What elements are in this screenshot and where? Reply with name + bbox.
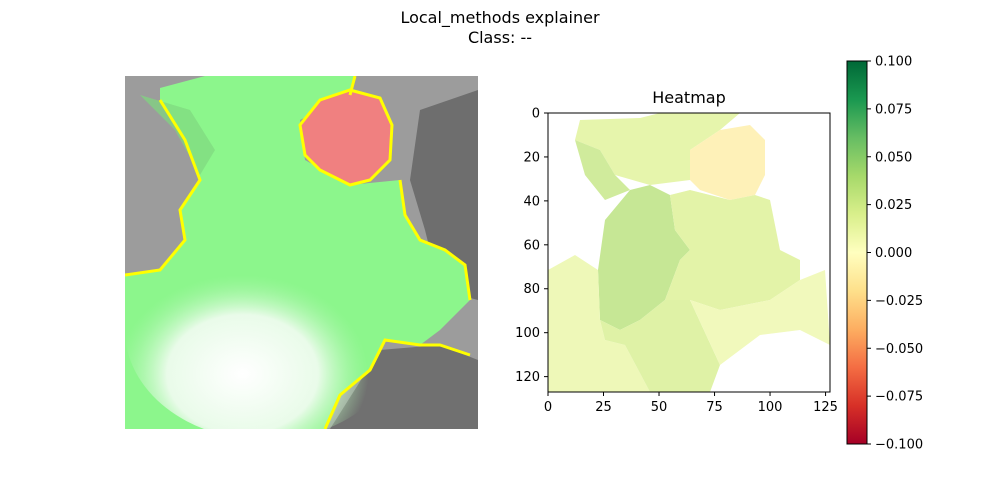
x-tick-label: 125	[813, 400, 838, 415]
y-tick-label: 40	[523, 194, 540, 209]
white-face-highlight	[125, 220, 405, 429]
colorbar-tick-label: 0.025	[875, 198, 912, 213]
heatmap-x-axis: 0 25 50 75 100 125	[544, 392, 838, 415]
x-tick-label: 25	[595, 400, 612, 415]
colorbar-tick-label: −0.075	[875, 390, 923, 405]
lower-left-region	[548, 255, 650, 392]
colorbar-tick-label: 0.000	[875, 246, 912, 261]
y-tick-label: 80	[523, 282, 540, 297]
right-ear-region	[690, 125, 765, 200]
colorbar-tick-label: −0.100	[875, 438, 923, 453]
colorbar-axis: 0.100 0.075 0.050 0.025 0.000 −0.025 −0.050 −0.…	[867, 55, 923, 453]
negative-region	[300, 90, 392, 185]
y-tick-label: 20	[523, 150, 540, 165]
dark-cat-lower-shape	[330, 345, 478, 429]
left-ear-region	[575, 140, 630, 200]
colorbar: 0.100 0.075 0.050 0.025 0.000 −0.025 −0.050 −0.…	[846, 55, 923, 453]
x-tick-label: 100	[758, 400, 783, 415]
x-tick-label: 0	[544, 400, 552, 415]
lower-right-region	[690, 270, 830, 365]
x-tick-label: 75	[706, 400, 723, 415]
right-region	[665, 190, 800, 310]
heatmap-panel: Heatmap 0 25 50 75 100 125 0 20 40 60 80 100 120	[515, 88, 838, 415]
figure-title: Local_methods explainer	[400, 8, 600, 27]
y-tick-label: 60	[523, 238, 540, 253]
figure-subtitle: Class: --	[467, 28, 533, 47]
y-tick-label: 100	[515, 326, 540, 341]
colorbar-tick-label: −0.050	[875, 342, 923, 357]
lower-center-region	[600, 300, 720, 392]
heatmap-y-axis: 0 20 40 60 80 100 120	[515, 107, 548, 385]
x-tick-label: 50	[651, 400, 668, 415]
heatmap-title: Heatmap	[652, 88, 726, 107]
y-tick-label: 0	[532, 107, 540, 122]
colorbar-tick-label: −0.025	[875, 294, 923, 309]
negative-boundary	[298, 88, 394, 187]
upper-left-region	[575, 113, 740, 185]
colorbar-tick-label: 0.100	[875, 55, 912, 70]
positive-boundary	[125, 76, 472, 429]
colorbar-tick-label: 0.075	[875, 102, 912, 117]
center-region	[598, 185, 690, 330]
colorbar-tick-label: 0.050	[875, 150, 912, 165]
explanation-image	[125, 76, 478, 429]
heatmap-frame	[547, 112, 831, 393]
dark-cat-right-shape	[410, 90, 478, 300]
y-tick-label: 120	[515, 370, 540, 385]
ear-left-inner	[140, 95, 215, 175]
colorbar-gradient	[847, 61, 867, 444]
